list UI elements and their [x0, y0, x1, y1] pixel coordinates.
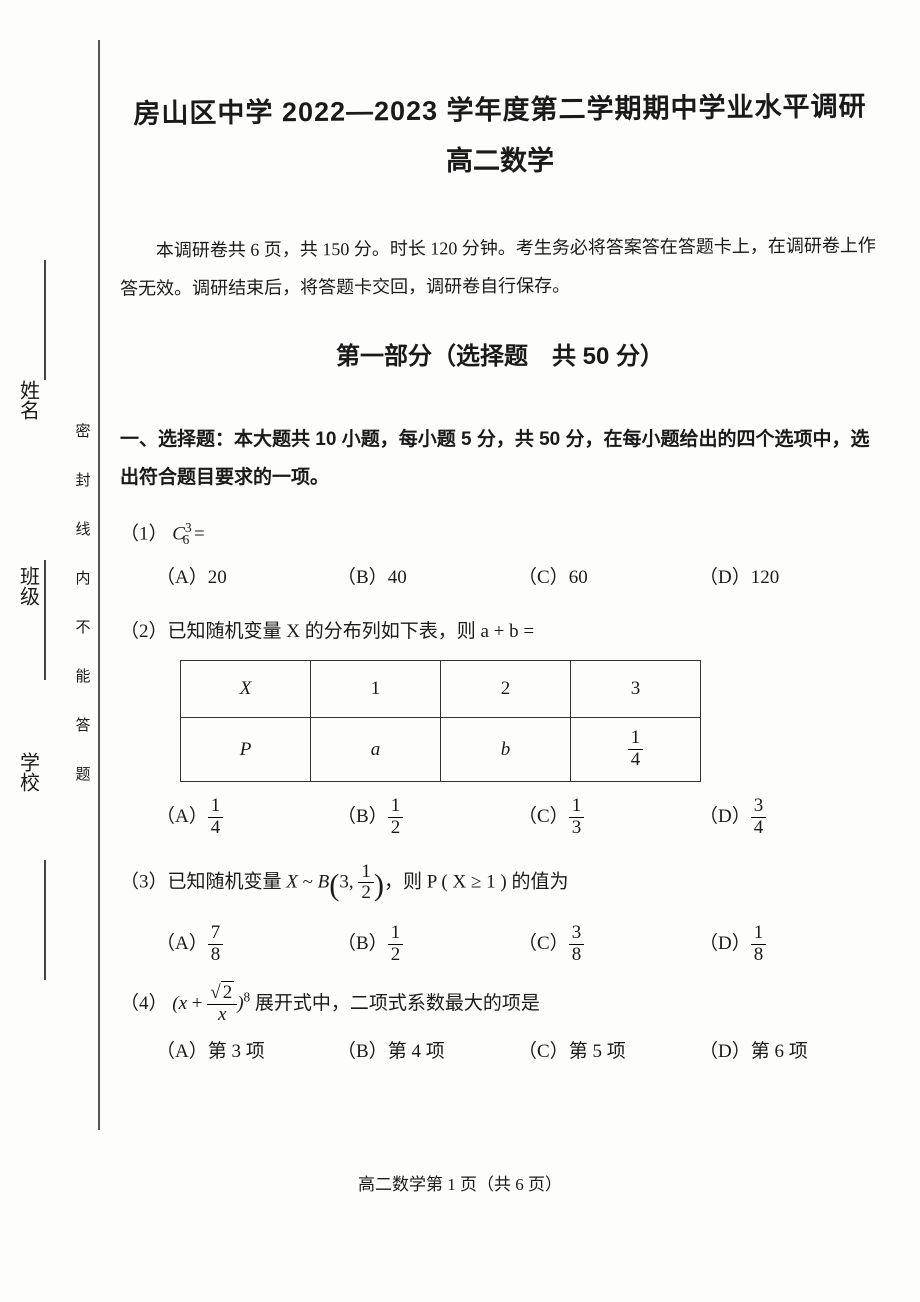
q2-options: （A）14 （B）12 （C）13 （D）34	[156, 796, 880, 839]
q3-opt-a: （A）78	[156, 923, 337, 966]
q1-opt-b: （B）40	[337, 560, 518, 596]
side-label-class: 班级	[14, 566, 43, 606]
title-line1: 房山区中学 2022—2023 学年度第二学期期中学业水平调研	[120, 84, 880, 131]
question-1: （1） C36 = （A）20 （B）40 （C）60 （D）120	[120, 515, 880, 597]
q3-options: （A）78 （B）12 （C）38 （D）18	[156, 923, 880, 966]
side-underline-3	[44, 860, 46, 980]
q1-opt-d: （D）120	[699, 560, 880, 596]
q3-stem: （3）已知随机变量 X ~ B(3, 12)，则 P ( X ≥ 1 ) 的值为	[120, 857, 880, 915]
q4-opt-b: （B）第 4 项	[337, 1034, 518, 1070]
margin-line	[98, 40, 100, 1130]
title-line2: 高二数学	[120, 139, 880, 178]
seal-line-text: 密 封 线 内 不 能 答 题	[72, 420, 94, 812]
side-form-labels: 姓名 班级 学校	[8, 380, 48, 878]
q2-opt-d: （D）34	[699, 796, 880, 839]
side-label-school: 学校	[14, 752, 43, 792]
side-underline-1	[44, 260, 46, 380]
q4-stem: （4） (x + √2x)8 展开式中，二项式系数最大的项是	[120, 983, 880, 1026]
exam-intro: 本调研卷共 6 页，共 150 分。时长 120 分钟。考生务必将答案答在答题卡…	[120, 227, 881, 308]
table-row: X 1 2 3	[181, 661, 701, 718]
content: 房山区中学 2022—2023 学年度第二学期期中学业水平调研 高二数学 本调研…	[120, 80, 880, 1070]
q1-options: （A）20 （B）40 （C）60 （D）120	[156, 560, 880, 596]
question-3: （3）已知随机变量 X ~ B(3, 12)，则 P ( X ≥ 1 ) 的值为…	[120, 857, 880, 966]
q1-opt-c: （C）60	[518, 560, 699, 596]
q1-stem: （1） C36 =	[120, 515, 880, 552]
part1-title: 第一部分（选择题 共 50 分）	[120, 336, 880, 371]
q3-opt-b: （B）12	[337, 923, 518, 966]
q4-opt-c: （C）第 5 项	[518, 1034, 699, 1070]
q2-table: X 1 2 3 P a b 14	[180, 660, 701, 782]
q4-opt-d: （D）第 6 项	[699, 1034, 880, 1070]
q3-opt-d: （D）18	[699, 923, 880, 966]
exam-page: 姓名 班级 学校 密 封 线 内 不 能 答 题 房山区中学 2022—2023…	[0, 0, 920, 1302]
q4-options: （A）第 3 项 （B）第 4 项 （C）第 5 项 （D）第 6 项	[156, 1034, 880, 1070]
q2-stem: （2）已知随机变量 X 的分布列如下表，则 a + b =	[120, 614, 880, 650]
table-row: P a b 14	[181, 718, 701, 782]
q4-opt-a: （A）第 3 项	[156, 1034, 337, 1070]
question-4: （4） (x + √2x)8 展开式中，二项式系数最大的项是 （A）第 3 项 …	[120, 983, 880, 1070]
section1-title: 一、选择题：本大题共 10 小题，每小题 5 分，共 50 分，在每小题给出的四…	[120, 421, 880, 497]
q2-opt-b: （B）12	[337, 796, 518, 839]
question-2: （2）已知随机变量 X 的分布列如下表，则 a + b = X 1 2 3 P …	[120, 614, 880, 839]
q1-opt-a: （A）20	[156, 560, 337, 596]
q2-opt-c: （C）13	[518, 796, 699, 839]
q2-opt-a: （A）14	[156, 796, 337, 839]
side-underline-2	[44, 560, 46, 680]
q3-opt-c: （C）38	[518, 923, 699, 966]
page-footer: 高二数学第 1 页（共 6 页）	[0, 1170, 920, 1195]
side-label-name: 姓名	[14, 380, 43, 420]
